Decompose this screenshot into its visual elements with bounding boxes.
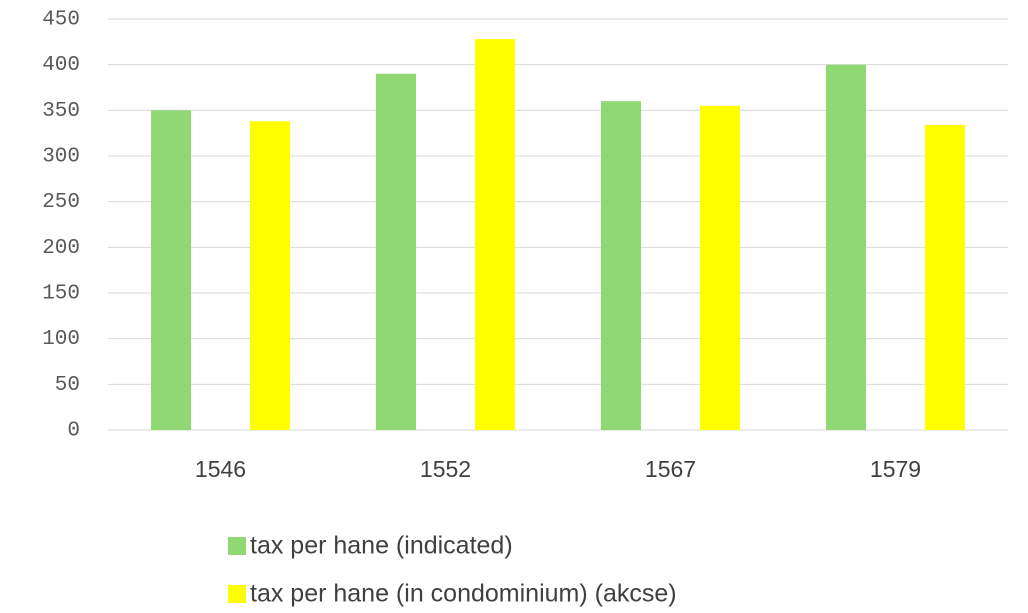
bar — [376, 73, 416, 431]
y-tick-label: 350 — [42, 100, 80, 123]
bar — [925, 124, 965, 431]
legend-label: tax per hane (in condominium) (akcse) — [250, 580, 677, 608]
y-tick-label: 400 — [42, 54, 80, 77]
x-tick-label: 1579 — [870, 456, 921, 482]
y-tick-label: 200 — [42, 237, 80, 260]
legend-label: tax per hane (indicated) — [250, 532, 513, 560]
bar — [601, 101, 641, 430]
bar — [700, 105, 740, 431]
y-tick-label: 100 — [42, 328, 80, 351]
y-tick-label: 0 — [67, 420, 80, 443]
x-tick-label: 1567 — [645, 456, 696, 482]
bar — [826, 64, 866, 431]
x-tick-label: 1552 — [420, 456, 471, 482]
y-tick-label: 250 — [42, 191, 80, 214]
legend-swatch — [228, 585, 246, 603]
x-tick-label: 1546 — [195, 456, 246, 482]
bar — [151, 110, 191, 430]
y-tick-label: 300 — [42, 146, 80, 169]
bar — [475, 39, 515, 431]
y-tick-label: 450 — [42, 9, 80, 32]
y-tick-label: 50 — [55, 374, 80, 397]
y-tick-label: 150 — [42, 283, 80, 306]
bar — [250, 121, 290, 430]
legend-swatch — [228, 537, 246, 555]
